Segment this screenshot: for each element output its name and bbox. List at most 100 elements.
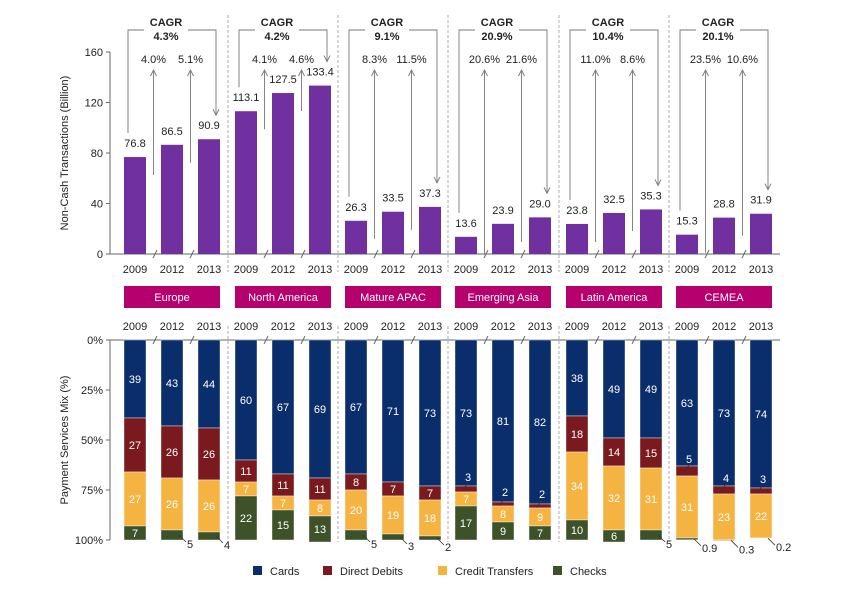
- stack-segment: [529, 504, 551, 508]
- top-bar-value-label: 113.1: [233, 92, 260, 104]
- top-year-label: 2012: [381, 264, 405, 276]
- segment-value-label: 17: [460, 518, 472, 530]
- segment-leader-line: [768, 538, 775, 545]
- top-bar: [198, 139, 220, 254]
- segment-value-label: 8: [317, 503, 323, 515]
- bottom-y-tick-label: 50%: [81, 435, 103, 447]
- segment-value-label: 38: [571, 373, 583, 385]
- segment-value-label: 4: [224, 540, 230, 552]
- top-year-label: 2013: [528, 264, 552, 276]
- stack-segment: [198, 532, 220, 540]
- legend-swatch: [253, 566, 262, 575]
- segment-value-label: 73: [460, 408, 472, 420]
- top-year-label: 2012: [712, 264, 736, 276]
- segment-value-label: 26: [203, 501, 215, 513]
- cagr-title: CAGR: [592, 17, 624, 29]
- cagr-period-2-value: 4.6%: [289, 54, 314, 66]
- top-year-label: 2012: [271, 264, 295, 276]
- cagr-period-2-value: 10.6%: [727, 54, 758, 66]
- segment-value-label: 18: [424, 513, 436, 525]
- segment-value-label: 81: [497, 416, 509, 428]
- segment-value-label: 7: [132, 528, 138, 540]
- bottom-year-label: 2013: [528, 321, 552, 333]
- bottom-year-label: 2012: [381, 321, 405, 333]
- segment-value-label: 2: [502, 487, 508, 499]
- top-year-label: 2013: [749, 264, 773, 276]
- top-year-label: 2013: [418, 264, 442, 276]
- cagr-period-1-value: 23.5%: [690, 54, 721, 66]
- top-bar: [309, 86, 331, 254]
- bottom-year-label: 2013: [749, 321, 773, 333]
- top-y-tick-label: 120: [85, 98, 103, 110]
- segment-value-label: 2: [445, 542, 451, 554]
- top-bar: [566, 224, 588, 254]
- segment-value-label: 74: [755, 409, 767, 421]
- segment-value-label: 5: [686, 454, 692, 466]
- segment-value-label: 7: [463, 494, 469, 506]
- top-year-label: 2009: [454, 264, 478, 276]
- cagr-period-1-value: 4.1%: [252, 54, 277, 66]
- region-label: Mature APAC: [360, 292, 426, 304]
- segment-value-label: 6: [611, 531, 617, 543]
- top-bar: [750, 214, 772, 254]
- top-bar: [455, 237, 477, 254]
- segment-value-label: 10: [571, 525, 583, 537]
- top-year-label: 2012: [160, 264, 184, 276]
- top-bar-value-label: 15.3: [676, 216, 697, 228]
- segment-value-label: 26: [166, 499, 178, 511]
- legend-label: Direct Debits: [340, 566, 403, 578]
- top-bar: [492, 224, 514, 254]
- top-year-label: 2012: [491, 264, 515, 276]
- top-bar-value-label: 23.8: [566, 205, 587, 217]
- cagr-total-value: 20.9%: [481, 31, 512, 43]
- top-bar: [272, 93, 294, 254]
- cagr-title: CAGR: [481, 17, 513, 29]
- cagr-title: CAGR: [371, 17, 403, 29]
- segment-value-label: 7: [280, 498, 286, 510]
- segment-value-label: 22: [755, 511, 767, 523]
- bottom-year-label: 2009: [675, 321, 699, 333]
- segment-value-label: 5: [187, 539, 193, 551]
- top-bar-value-label: 90.9: [198, 120, 219, 132]
- segment-value-label: 60: [240, 395, 252, 407]
- segment-value-label: 3: [408, 541, 414, 553]
- top-bar-value-label: 76.8: [124, 138, 145, 150]
- top-bar-value-label: 28.8: [713, 199, 734, 211]
- top-bar: [345, 221, 367, 254]
- segment-value-label: 18: [571, 429, 583, 441]
- stack-segment: [750, 488, 772, 494]
- bottom-year-label: 2009: [344, 321, 368, 333]
- top-bar: [713, 218, 735, 254]
- top-y-tick-label: 80: [91, 148, 103, 160]
- top-bar: [419, 207, 441, 254]
- cagr-period-2-value: 21.6%: [506, 54, 537, 66]
- top-y-tick-label: 160: [85, 47, 103, 59]
- cagr-total-value: 10.4%: [592, 31, 623, 43]
- top-bar-value-label: 33.5: [382, 193, 403, 205]
- cagr-bracket: [409, 30, 437, 183]
- segment-value-label: 67: [350, 402, 362, 414]
- segment-value-label: 7: [537, 528, 543, 540]
- segment-value-label: 19: [387, 510, 399, 522]
- segment-value-label: 27: [129, 494, 141, 506]
- segment-value-label: 0.9: [702, 543, 717, 555]
- region-label: Europe: [154, 292, 189, 304]
- top-bar: [235, 111, 257, 254]
- segment-value-label: 14: [608, 447, 620, 459]
- bottom-year-label: 2012: [602, 321, 626, 333]
- top-bar-value-label: 29.0: [529, 198, 550, 210]
- segment-value-label: 0.2: [776, 542, 791, 554]
- segment-value-label: 9: [500, 526, 506, 538]
- top-y-tick-label: 40: [91, 199, 103, 211]
- top-bar-value-label: 86.5: [161, 126, 182, 138]
- segment-value-label: 32: [608, 493, 620, 505]
- segment-value-label: 15: [645, 448, 657, 460]
- top-year-label: 2009: [234, 264, 258, 276]
- region-label: Emerging Asia: [468, 292, 540, 304]
- top-bar-value-label: 35.3: [640, 190, 661, 202]
- bottom-year-label: 2012: [712, 321, 736, 333]
- region-label: CEMEA: [704, 292, 744, 304]
- top-year-label: 2009: [565, 264, 589, 276]
- segment-value-label: 7: [427, 488, 433, 500]
- top-year-label: 2013: [197, 264, 221, 276]
